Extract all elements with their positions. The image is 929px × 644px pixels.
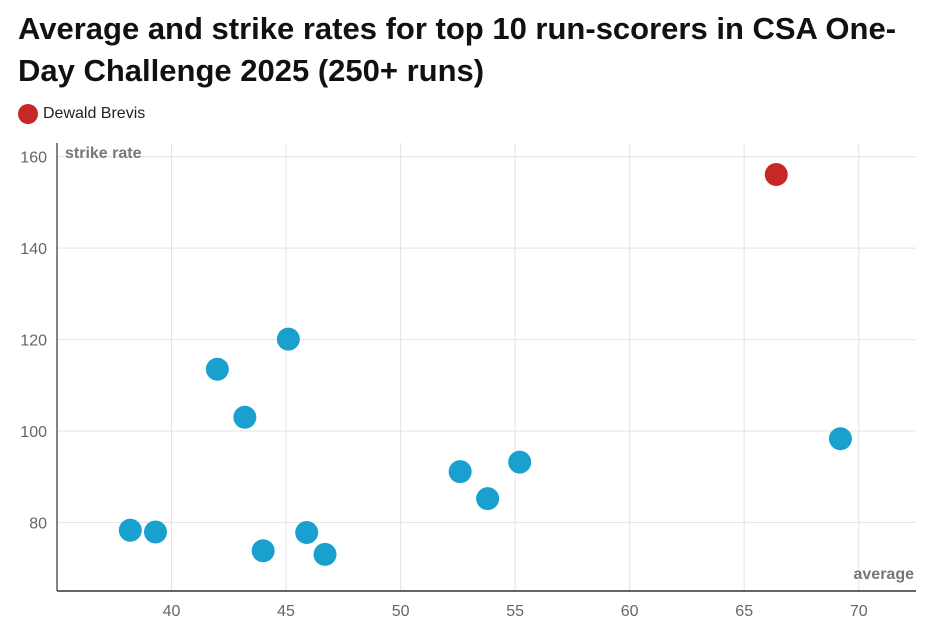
data-point <box>295 520 319 544</box>
y-axis-label: strike rate <box>65 145 142 162</box>
x-tick-label: 65 <box>735 603 753 620</box>
y-tick-label: 100 <box>20 424 47 441</box>
y-tick-label: 80 <box>29 515 47 532</box>
x-tick-label: 70 <box>850 603 868 620</box>
data-point <box>448 460 472 484</box>
legend-label: Dewald Brevis <box>43 105 146 122</box>
y-tick-label: 140 <box>20 241 47 258</box>
data-point <box>276 327 300 351</box>
data-point <box>476 487 500 511</box>
data-point <box>233 405 257 429</box>
y-tick-label: 120 <box>20 333 47 350</box>
legend-marker-icon <box>18 104 38 124</box>
data-point <box>205 357 229 381</box>
x-tick-label: 40 <box>163 603 181 620</box>
data-point <box>508 450 532 474</box>
chart-title: Average and strike rates for top 10 run-… <box>18 11 897 88</box>
legend: Dewald Brevis <box>18 103 145 125</box>
highlight-data-point <box>764 163 788 187</box>
data-point <box>828 427 852 451</box>
data-point <box>251 539 275 563</box>
x-tick-label: 55 <box>506 603 524 620</box>
x-tick-label: 45 <box>277 603 295 620</box>
x-tick-label: 50 <box>392 603 410 620</box>
data-point <box>313 542 337 566</box>
y-tick-label: 160 <box>20 150 47 167</box>
x-tick-label: 60 <box>621 603 639 620</box>
x-axis-label: average <box>854 566 915 583</box>
data-point <box>118 518 142 542</box>
data-point <box>143 520 167 544</box>
